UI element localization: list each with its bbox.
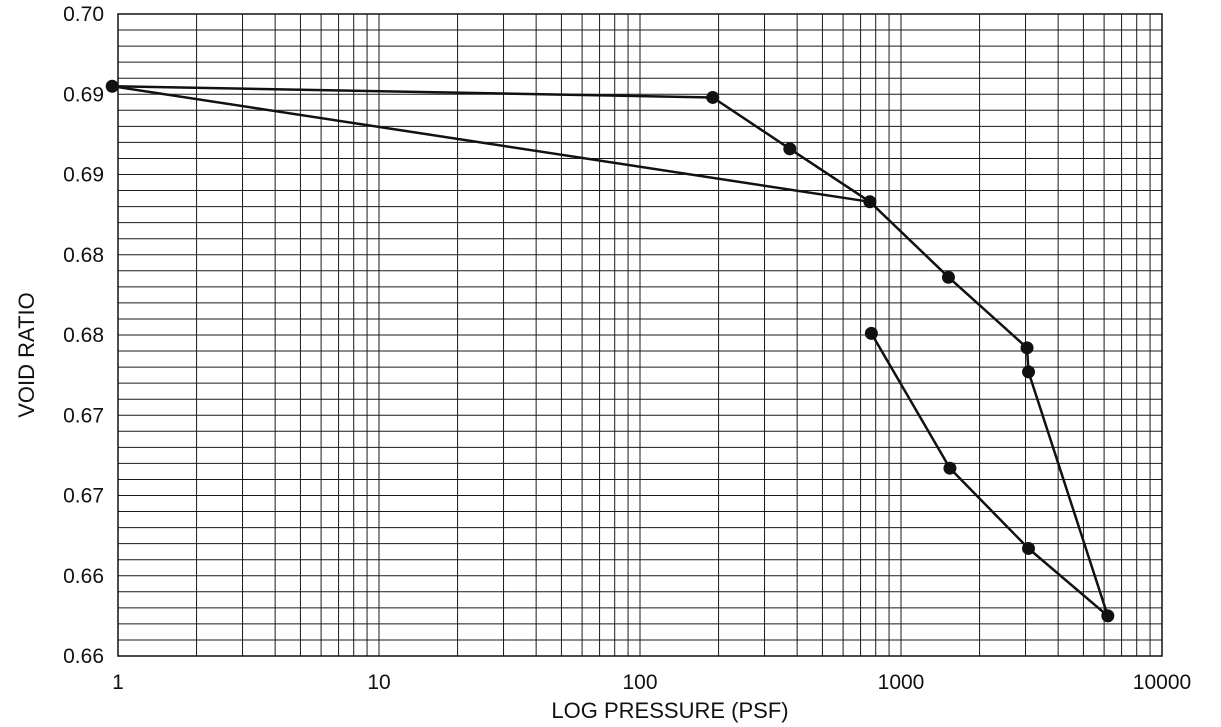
y-tick-label: 0.70 xyxy=(63,3,104,26)
y-tick-labels: 0.66 0.66 0.67 0.67 0.68 0.68 0.69 0.69 0.70 xyxy=(63,3,104,668)
data-point xyxy=(863,195,877,209)
y-tick-label: 0.69 xyxy=(63,83,104,106)
y-tick-label: 0.69 xyxy=(63,164,104,187)
y-tick-label: 0.68 xyxy=(63,244,104,267)
grid xyxy=(117,13,1163,657)
data-point xyxy=(1022,365,1036,379)
y-axis-title: VOID RATIO xyxy=(14,292,39,418)
plot-frame xyxy=(117,13,1163,657)
data-point xyxy=(1101,609,1115,623)
y-tick-label: 0.67 xyxy=(63,404,104,427)
x-tick-label: 1000 xyxy=(878,671,925,694)
x-axis-title: LOG PRESSURE (PSF) xyxy=(551,698,788,723)
x-tick-label: 1 xyxy=(112,671,124,694)
y-tick-label: 0.68 xyxy=(63,324,104,347)
y-tick-label: 0.67 xyxy=(63,485,104,508)
y-tick-label: 0.66 xyxy=(63,565,104,588)
x-tick-label: 100 xyxy=(622,671,657,694)
x-tick-label: 10 xyxy=(367,671,390,694)
data-point xyxy=(105,79,119,93)
data-point xyxy=(864,326,878,340)
data-point xyxy=(1020,341,1034,355)
series-line-2 xyxy=(112,84,871,204)
x-tick-labels: 1 10 100 1000 10000 xyxy=(112,671,1191,694)
data-point xyxy=(943,461,957,475)
points-layer xyxy=(105,79,1115,623)
x-tick-label: 10000 xyxy=(1133,671,1191,694)
data-point xyxy=(706,90,720,104)
y-tick-label: 0.66 xyxy=(63,645,104,668)
data-point xyxy=(941,270,955,284)
data-point xyxy=(1022,541,1036,555)
data-point xyxy=(783,142,797,156)
